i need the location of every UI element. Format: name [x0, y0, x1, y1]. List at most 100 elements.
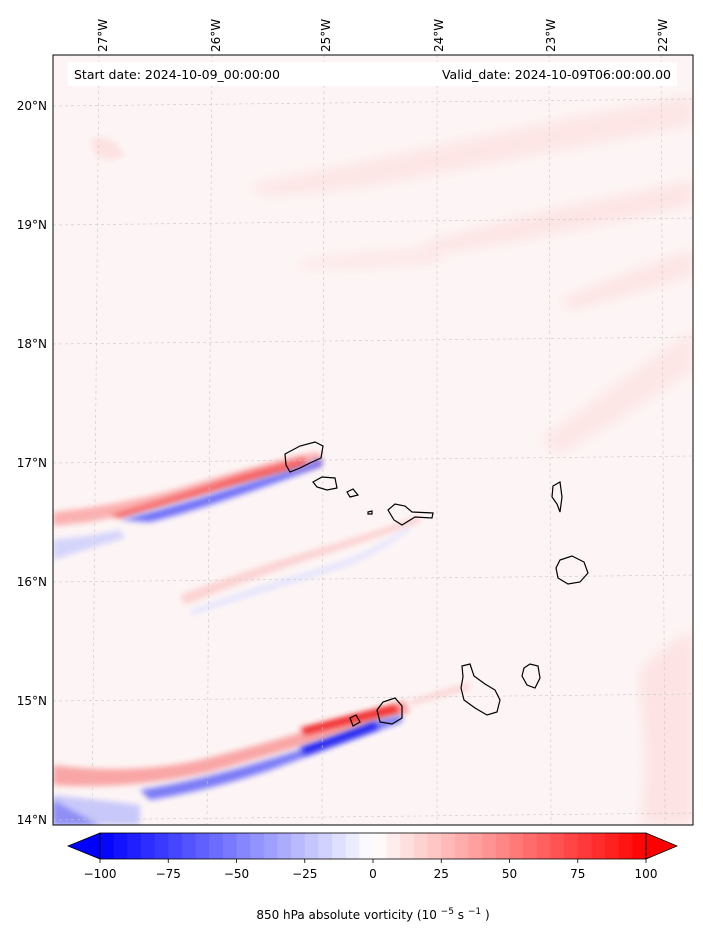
lat-label-14n: 14°N	[17, 813, 47, 827]
colorbar-tick-label: −100	[84, 867, 117, 881]
header-box	[68, 62, 677, 86]
colorbar-segment	[168, 833, 183, 859]
colorbar-tick-label: −25	[292, 867, 317, 881]
colorbar-tick-label: 75	[570, 867, 585, 881]
vorticity-band	[300, 249, 440, 268]
colorbar-segment	[495, 833, 511, 859]
colorbar-segment	[181, 833, 197, 859]
map-panel: Start date: 2024-10-09_00:00:00 Valid_da…	[52, 54, 694, 826]
valid-date-label: Valid_date: 2024-10-09T06:00:00.00	[442, 67, 671, 82]
colorbar-segment	[577, 833, 592, 859]
colorbar-segment	[536, 833, 552, 859]
colorbar-segment	[413, 833, 429, 859]
lon-label-27w: 27°W	[96, 19, 110, 52]
vorticity-field	[53, 95, 693, 825]
vorticity-band	[53, 452, 322, 526]
colorbar-ticks: −100 −75 −50 −25 0 25 50 75 100	[84, 859, 658, 881]
island-maio	[521, 663, 541, 689]
colorbar-label-units-s: s	[458, 908, 464, 922]
island-santo-antao	[284, 441, 324, 473]
vorticity-band	[560, 250, 693, 310]
vorticity-band	[540, 330, 693, 455]
lon-label-25w: 25°W	[319, 19, 333, 52]
map-frame	[52, 54, 694, 826]
colorbar-segment	[291, 833, 306, 859]
island-sao-nicolau	[387, 503, 434, 526]
lat-label-19n: 19°N	[17, 218, 47, 232]
colorbar-segment	[277, 833, 292, 859]
lon-label-26w: 26°W	[209, 19, 223, 52]
colorbar-label-exp: −5	[441, 907, 454, 917]
island-santa-luzia	[346, 488, 360, 498]
vorticity-band	[250, 95, 693, 195]
colorbar-segment	[564, 833, 579, 859]
colorbar-label-units-open: (10	[417, 908, 437, 922]
colorbar-segment	[386, 833, 401, 859]
vorticity-band	[300, 705, 400, 735]
vorticity-band	[53, 800, 100, 825]
colorbar-segment	[263, 833, 279, 859]
colorbar-label-units-close: )	[485, 908, 490, 922]
colorbar-segment	[236, 833, 251, 859]
coastlines	[284, 441, 589, 727]
colorbar-segment	[209, 833, 224, 859]
vorticity-band	[120, 458, 322, 522]
colorbar-tick-label: 25	[434, 867, 449, 881]
colorbar-tick-label: 0	[369, 867, 377, 881]
island-sal	[551, 481, 563, 513]
colorbar-segment	[140, 833, 156, 859]
colorbar-segment	[318, 833, 333, 859]
vorticity-band	[110, 458, 306, 518]
colorbar-segment	[113, 833, 128, 859]
colorbar-segment	[345, 833, 360, 859]
colorbar-segment	[250, 833, 265, 859]
colorbar-label: 850 hPa absolute vorticity (10 −5 s −1 )	[256, 903, 489, 922]
colorbar-label-exp2: −1	[468, 907, 481, 917]
colorbar-tick-label: 100	[635, 867, 658, 881]
colorbar-segment	[332, 833, 347, 859]
lat-label-15n: 15°N	[17, 694, 47, 708]
start-date-label: Start date: 2024-10-09_00:00:00	[74, 67, 280, 82]
colorbar-segment	[400, 833, 415, 859]
island-santiago	[460, 663, 501, 716]
colorbar-extend-high	[645, 832, 679, 860]
colorbar-segment	[482, 833, 497, 859]
lat-label-20n: 20°N	[17, 99, 47, 113]
vorticity-band	[140, 715, 402, 800]
colorbar-label-name: 850 hPa absolute vorticity	[256, 908, 413, 922]
vorticity-band	[53, 700, 410, 787]
latitude-labels: 20°N 19°N 18°N 17°N 16°N 15°N 14°N	[17, 99, 47, 827]
colorbar-tick-label: 50	[502, 867, 517, 881]
colorbar-segment	[127, 833, 142, 859]
lat-label-16n: 16°N	[17, 575, 47, 589]
lon-label-24w: 24°W	[432, 19, 446, 52]
colorbar-segment	[550, 833, 565, 859]
vorticity-band	[300, 722, 378, 754]
colorbar-segment	[591, 833, 606, 859]
colorbar-extend-low	[66, 832, 101, 860]
island-ilheu	[367, 510, 373, 515]
colorbar-segment	[222, 833, 238, 859]
colorbar-segment	[618, 833, 633, 859]
colorbar-segment	[605, 833, 620, 859]
colorbar-segment	[304, 833, 319, 859]
colorbar-segment	[509, 833, 524, 859]
vorticity-band	[410, 682, 470, 706]
colorbar-segment	[632, 833, 647, 859]
colorbar-segment	[454, 833, 470, 859]
longitude-labels: 27°W 26°W 25°W 24°W 23°W 22°W	[96, 19, 670, 52]
island-fogo	[376, 697, 403, 725]
gridlines	[52, 54, 694, 826]
colorbar-segment	[373, 833, 388, 859]
lon-label-23w: 23°W	[544, 19, 558, 52]
vorticity-band	[53, 530, 125, 560]
vorticity-band	[420, 180, 693, 255]
colorbar-segment	[100, 833, 115, 859]
colorbar-segment	[523, 833, 538, 859]
lat-label-18n: 18°N	[17, 337, 47, 351]
colorbar: −100 −75 −50 −25 0 25 50 75 100	[66, 832, 679, 881]
colorbar-tick-label: −50	[224, 867, 249, 881]
vorticity-band	[180, 515, 420, 605]
vorticity-band	[640, 630, 693, 825]
